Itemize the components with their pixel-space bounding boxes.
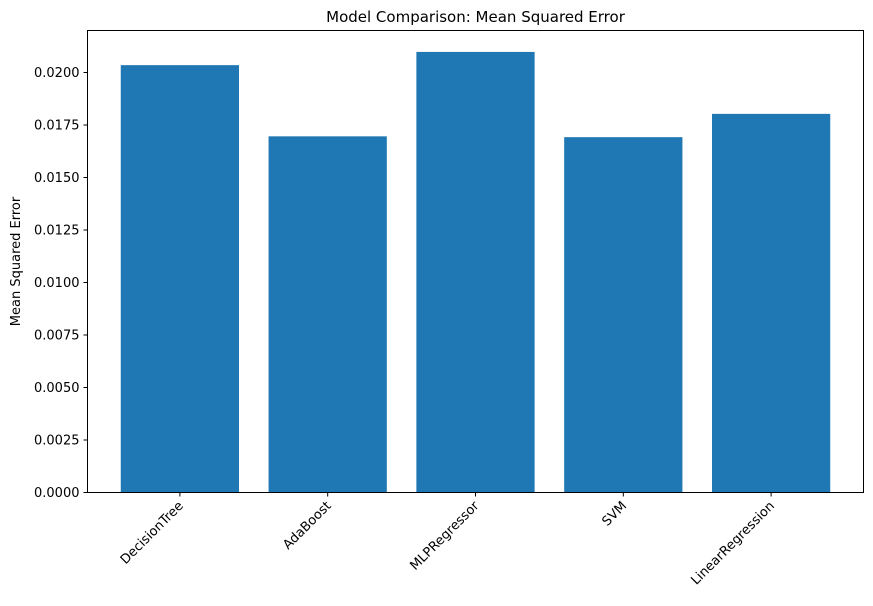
chart-title: Model Comparison: Mean Squared Error: [326, 8, 626, 26]
y-axis-title: Mean Squared Error: [9, 196, 24, 326]
y-axis-ticks: 0.0000 0.0025 0.0050 0.0075 0.0100 0.0125 0.01…: [34, 66, 88, 501]
y-tick-label: 0.0100: [34, 276, 80, 291]
bar-SVM: [564, 137, 683, 493]
y-tick-label: 0.0000: [34, 486, 80, 501]
x-tick-label: AdaBoost: [280, 499, 334, 553]
x-tick-label: MLPRegressor: [407, 498, 482, 573]
x-tick-label: SVM: [599, 499, 630, 530]
y-tick-label: 0.0025: [34, 434, 80, 449]
bar-MLPRegressor: [416, 51, 535, 493]
x-axis-ticks: DecisionTree AdaBoost MLPRegressor SVM Linea…: [118, 492, 778, 588]
y-tick-label: 0.0150: [34, 171, 80, 186]
bar-AdaBoost: [268, 136, 387, 493]
y-tick-label: 0.0175: [34, 119, 80, 134]
bars-group: [120, 51, 831, 493]
y-tick-label: 0.0050: [34, 381, 80, 396]
x-tick-label: DecisionTree: [118, 499, 187, 568]
y-tick-label: 0.0075: [34, 329, 80, 344]
x-tick-label: LinearRegression: [688, 499, 777, 588]
y-tick-label: 0.0125: [34, 224, 80, 239]
bar-DecisionTree: [120, 65, 240, 493]
bar-LinearRegression: [711, 113, 831, 493]
y-tick-label: 0.0200: [34, 66, 80, 81]
plot-frame: [87, 30, 864, 493]
